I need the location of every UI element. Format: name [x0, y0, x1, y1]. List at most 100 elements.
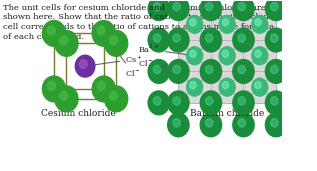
Circle shape	[285, 28, 306, 52]
Circle shape	[168, 113, 189, 137]
Circle shape	[200, 113, 222, 137]
Circle shape	[270, 119, 278, 127]
Circle shape	[222, 82, 229, 89]
Text: Cesium chloride: Cesium chloride	[42, 109, 116, 118]
Circle shape	[190, 82, 196, 89]
Circle shape	[233, 60, 254, 83]
Circle shape	[153, 65, 161, 74]
Text: The unit cells for cesium chloride and barium(II) chloride are
shown here. Show : The unit cells for cesium chloride and b…	[3, 4, 281, 41]
Bar	[178, 9, 276, 103]
Circle shape	[148, 60, 170, 83]
Circle shape	[148, 0, 170, 21]
Circle shape	[109, 91, 118, 100]
Circle shape	[109, 36, 118, 45]
Circle shape	[105, 30, 128, 56]
Circle shape	[265, 0, 287, 21]
Circle shape	[205, 34, 213, 42]
Circle shape	[148, 91, 170, 115]
Circle shape	[290, 3, 298, 11]
Circle shape	[200, 60, 222, 83]
Circle shape	[105, 86, 128, 112]
Circle shape	[219, 15, 235, 33]
Circle shape	[97, 82, 105, 90]
Circle shape	[219, 47, 235, 65]
Circle shape	[265, 28, 287, 52]
Circle shape	[270, 97, 278, 105]
Circle shape	[252, 47, 268, 65]
Circle shape	[173, 34, 180, 42]
Circle shape	[187, 15, 203, 33]
Circle shape	[255, 19, 261, 26]
Circle shape	[205, 119, 213, 127]
Circle shape	[173, 97, 180, 105]
Circle shape	[42, 76, 66, 102]
Circle shape	[265, 60, 287, 83]
Circle shape	[47, 82, 55, 90]
Circle shape	[190, 50, 196, 57]
Circle shape	[252, 78, 268, 96]
Circle shape	[173, 3, 180, 11]
Circle shape	[238, 119, 245, 127]
Circle shape	[200, 0, 222, 21]
Circle shape	[47, 26, 55, 35]
Circle shape	[222, 19, 229, 26]
Circle shape	[205, 97, 213, 105]
Circle shape	[285, 91, 306, 115]
Circle shape	[92, 76, 115, 102]
Circle shape	[168, 0, 189, 21]
Circle shape	[79, 60, 87, 69]
Circle shape	[255, 82, 261, 89]
Circle shape	[168, 60, 189, 83]
Circle shape	[238, 34, 245, 42]
Circle shape	[92, 21, 115, 46]
Circle shape	[265, 91, 287, 115]
Circle shape	[233, 113, 254, 137]
Circle shape	[219, 78, 235, 96]
Circle shape	[187, 47, 203, 65]
Circle shape	[187, 78, 203, 96]
Text: Barium chloride: Barium chloride	[190, 109, 264, 118]
Circle shape	[173, 65, 180, 74]
Circle shape	[238, 97, 245, 105]
Circle shape	[233, 91, 254, 115]
Circle shape	[60, 36, 68, 45]
Circle shape	[265, 113, 287, 137]
Circle shape	[238, 3, 245, 11]
Circle shape	[97, 26, 105, 35]
Circle shape	[173, 119, 180, 127]
Circle shape	[168, 91, 189, 115]
Circle shape	[285, 0, 306, 21]
Circle shape	[153, 3, 161, 11]
Circle shape	[270, 65, 278, 74]
Text: Ba$^{2+}$: Ba$^{2+}$	[139, 43, 192, 56]
Circle shape	[60, 91, 68, 100]
Circle shape	[270, 3, 278, 11]
Circle shape	[270, 34, 278, 42]
Circle shape	[290, 65, 298, 74]
Circle shape	[55, 86, 78, 112]
Circle shape	[255, 50, 261, 57]
Circle shape	[285, 60, 306, 83]
Circle shape	[153, 97, 161, 105]
Text: Cs$^+$: Cs$^+$	[88, 53, 143, 66]
Text: Cl$^-$: Cl$^-$	[139, 58, 176, 71]
Circle shape	[153, 34, 161, 42]
Circle shape	[42, 21, 66, 46]
Circle shape	[148, 28, 170, 52]
Circle shape	[233, 28, 254, 52]
Circle shape	[290, 34, 298, 42]
Circle shape	[252, 15, 268, 33]
Circle shape	[200, 28, 222, 52]
Circle shape	[222, 50, 229, 57]
Text: Cl$^-$: Cl$^-$	[105, 36, 141, 78]
Circle shape	[75, 55, 95, 77]
Circle shape	[238, 65, 245, 74]
Circle shape	[168, 28, 189, 52]
Circle shape	[290, 97, 298, 105]
Circle shape	[205, 65, 213, 74]
Circle shape	[200, 91, 222, 115]
Circle shape	[205, 3, 213, 11]
Circle shape	[190, 19, 196, 26]
Circle shape	[55, 30, 78, 56]
Circle shape	[233, 0, 254, 21]
